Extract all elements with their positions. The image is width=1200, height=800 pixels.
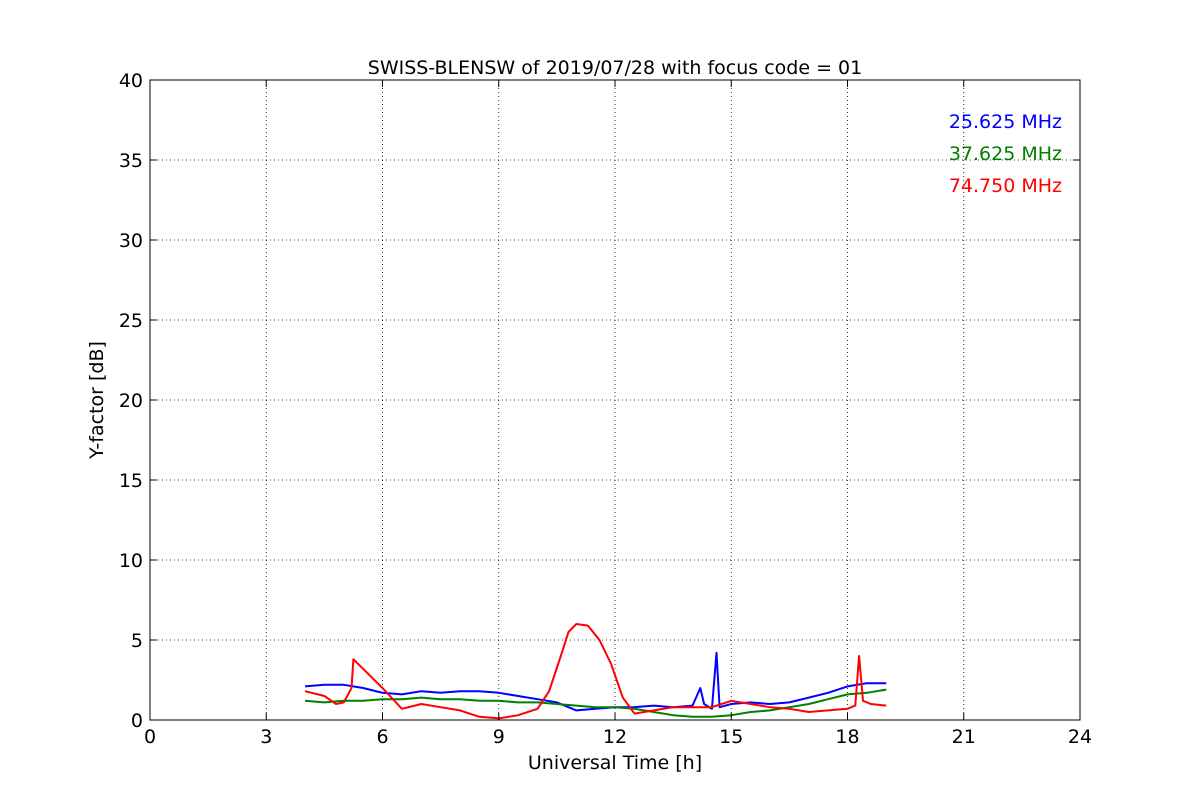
legend-entry-1: 25.625 MHz bbox=[949, 111, 1062, 133]
y-tick-label: 0 bbox=[131, 710, 143, 732]
x-tick-label: 0 bbox=[144, 726, 156, 748]
y-tick-label: 25 bbox=[119, 310, 143, 332]
series-group bbox=[304, 623, 887, 720]
y-tick-label: 35 bbox=[119, 150, 143, 172]
legend: 25.625 MHz 37.625 MHz 74.750 MHz bbox=[949, 111, 1062, 197]
legend-entry-2: 37.625 MHz bbox=[949, 143, 1062, 165]
x-tick-label: 3 bbox=[260, 726, 272, 748]
x-tick-label: 15 bbox=[719, 726, 743, 748]
y-tick-label: 40 bbox=[119, 70, 143, 92]
y-tick-label: 10 bbox=[119, 550, 143, 572]
chart-title: SWISS-BLENSW of 2019/07/28 with focus co… bbox=[368, 57, 862, 79]
x-tick-label: 12 bbox=[603, 726, 627, 748]
ticks: 0 3 6 9 12 15 18 21 24 0 5 10 15 20 25 30 35 40 bbox=[119, 70, 1092, 748]
x-axis-label: Universal Time [h] bbox=[528, 752, 702, 774]
x-tick-label: 9 bbox=[493, 726, 505, 748]
series-line-2 bbox=[304, 688, 887, 718]
x-tick-label: 24 bbox=[1068, 726, 1092, 748]
y-axis-label: Y-factor [dB] bbox=[86, 341, 108, 460]
y-tick-label: 20 bbox=[119, 390, 143, 412]
x-tick-label: 21 bbox=[952, 726, 976, 748]
grid bbox=[150, 80, 1080, 720]
y-tick-label: 30 bbox=[119, 230, 143, 252]
y-tick-label: 15 bbox=[119, 470, 143, 492]
y-tick-label: 5 bbox=[131, 630, 143, 652]
legend-entry-3: 74.750 MHz bbox=[949, 175, 1062, 197]
x-tick-label: 18 bbox=[835, 726, 859, 748]
x-tick-label: 6 bbox=[376, 726, 388, 748]
series-line-3 bbox=[304, 623, 887, 720]
